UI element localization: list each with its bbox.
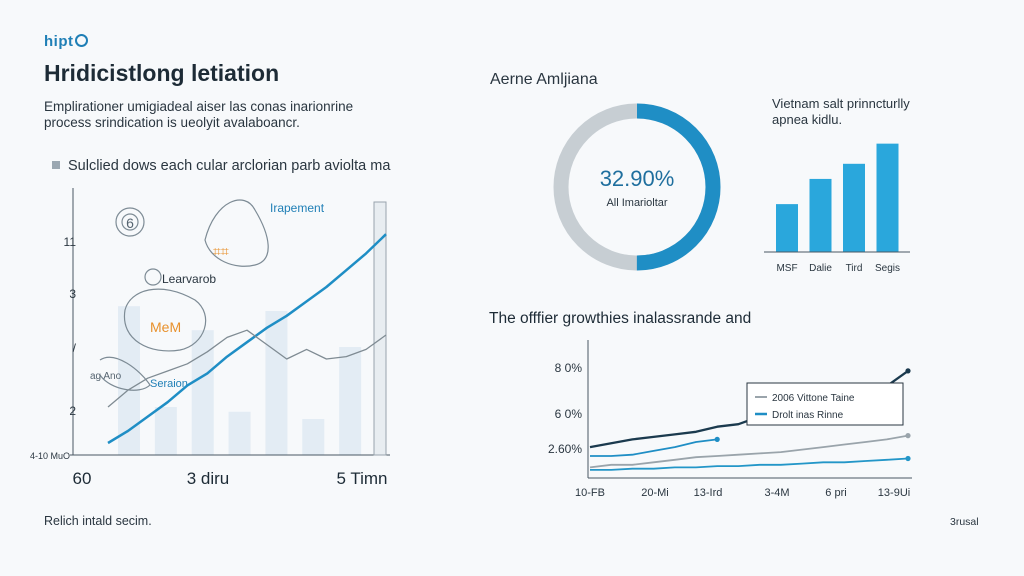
legend-label: 2006 Vittone Taine bbox=[772, 393, 855, 404]
donut-chart-title: Aerne Amljiana bbox=[490, 71, 598, 88]
background-bar bbox=[191, 330, 214, 455]
left-line-chart: 11 3 / 2 4-10 MuO 60 3 diru 5 Timn 6 ⌗⌗ … bbox=[30, 188, 390, 488]
donut-center-label: All Imarioltar bbox=[606, 197, 667, 209]
x-tick: 10-FB bbox=[575, 487, 605, 499]
annotation-label: Learvarob bbox=[162, 272, 216, 286]
y-tick: / bbox=[73, 341, 77, 355]
intro-paragraph: Emplirationer umigiadeal aiser las conas… bbox=[44, 99, 354, 130]
legend: 2006 Vittone Taine Drolt inas Rinne bbox=[746, 382, 904, 426]
series-line-cyan bbox=[590, 438, 718, 457]
series-line-grey bbox=[589, 434, 909, 469]
bar bbox=[776, 204, 798, 252]
annotation-label: ag Ano bbox=[90, 371, 122, 382]
x-tick: 3-4M bbox=[764, 487, 789, 499]
donut-value-arc bbox=[553, 103, 721, 271]
logo-ring-icon bbox=[74, 34, 88, 47]
growth-line-chart: 8 0% 6 0% 2.60% 10-FB 20-Mi 13-Ird 3-4M … bbox=[548, 340, 912, 499]
x-tick: 3 diru bbox=[187, 469, 230, 488]
series-end-point bbox=[714, 436, 720, 442]
bar bbox=[876, 143, 899, 252]
background-bar bbox=[228, 411, 251, 455]
bar bbox=[809, 178, 832, 252]
spiral-icon: 6 bbox=[126, 215, 134, 231]
x-tick: 13-9Ui bbox=[878, 487, 910, 499]
background-bar bbox=[118, 306, 140, 455]
y-tick: 8 0% bbox=[555, 361, 583, 375]
footer-note: Relich intald secim. bbox=[44, 514, 152, 528]
y-tick: 2.60% bbox=[548, 442, 582, 456]
footer-tag: 3rusal bbox=[950, 516, 979, 528]
x-tick: 20-Mi bbox=[641, 487, 669, 499]
orange-doodle-icon: ⌗⌗ bbox=[213, 243, 229, 259]
bar-category-label: MSF bbox=[776, 263, 797, 274]
bar-category-label: Segis bbox=[875, 263, 900, 274]
x-tick: 60 bbox=[73, 469, 92, 488]
series-line-teal bbox=[590, 457, 909, 471]
background-bar bbox=[302, 419, 325, 455]
growth-chart-title: The offfier growthies inalassrande and bbox=[489, 310, 752, 327]
y-tick: 11 bbox=[64, 235, 77, 249]
legend-label: Drolt inas Rinne bbox=[772, 410, 844, 421]
background-bar bbox=[154, 407, 177, 455]
annotation-label: Seraion bbox=[150, 378, 188, 390]
bar-category-label: Dalie bbox=[809, 263, 832, 274]
scroll-marker bbox=[373, 201, 387, 456]
y-tick: 6 0% bbox=[555, 407, 583, 421]
series-end-point bbox=[905, 433, 911, 439]
bar-chart: MSF Dalie Tird Segis bbox=[764, 143, 910, 274]
y-tick: 2 bbox=[69, 404, 76, 418]
series-end-point bbox=[905, 368, 911, 374]
x-tick: 5 Timn bbox=[336, 469, 387, 488]
left-chart-title: Sulclied dows each cular arclorian parb … bbox=[52, 158, 390, 174]
donut-center-value: 32.90% bbox=[600, 166, 675, 191]
bar bbox=[843, 163, 865, 252]
series-line-growth bbox=[107, 233, 387, 445]
brand-logo: hipt bbox=[44, 33, 88, 50]
bar-chart-title: Vietnam salt prinncturlly apnea kidlu. bbox=[772, 96, 910, 127]
y-tick: 4-10 MuO bbox=[30, 451, 70, 461]
y-tick: 3 bbox=[69, 287, 76, 301]
bar-category-label: Tird bbox=[846, 263, 863, 274]
orange-sketch-icon: MeM bbox=[150, 319, 181, 335]
series-end-point bbox=[905, 455, 911, 462]
bullet-icon bbox=[52, 161, 60, 169]
page-title: Hridicistlong letiation bbox=[44, 60, 280, 86]
annotation-label: Irapement bbox=[270, 201, 325, 215]
x-tick: 13-Ird bbox=[694, 487, 723, 499]
sketch-doodles bbox=[99, 199, 269, 391]
donut-chart: 32.90% All Imarioltar bbox=[553, 103, 721, 271]
background-bar bbox=[339, 347, 362, 455]
series-line-baseline bbox=[107, 329, 387, 408]
background-bar bbox=[265, 311, 288, 455]
x-tick: 6 pri bbox=[825, 487, 846, 499]
